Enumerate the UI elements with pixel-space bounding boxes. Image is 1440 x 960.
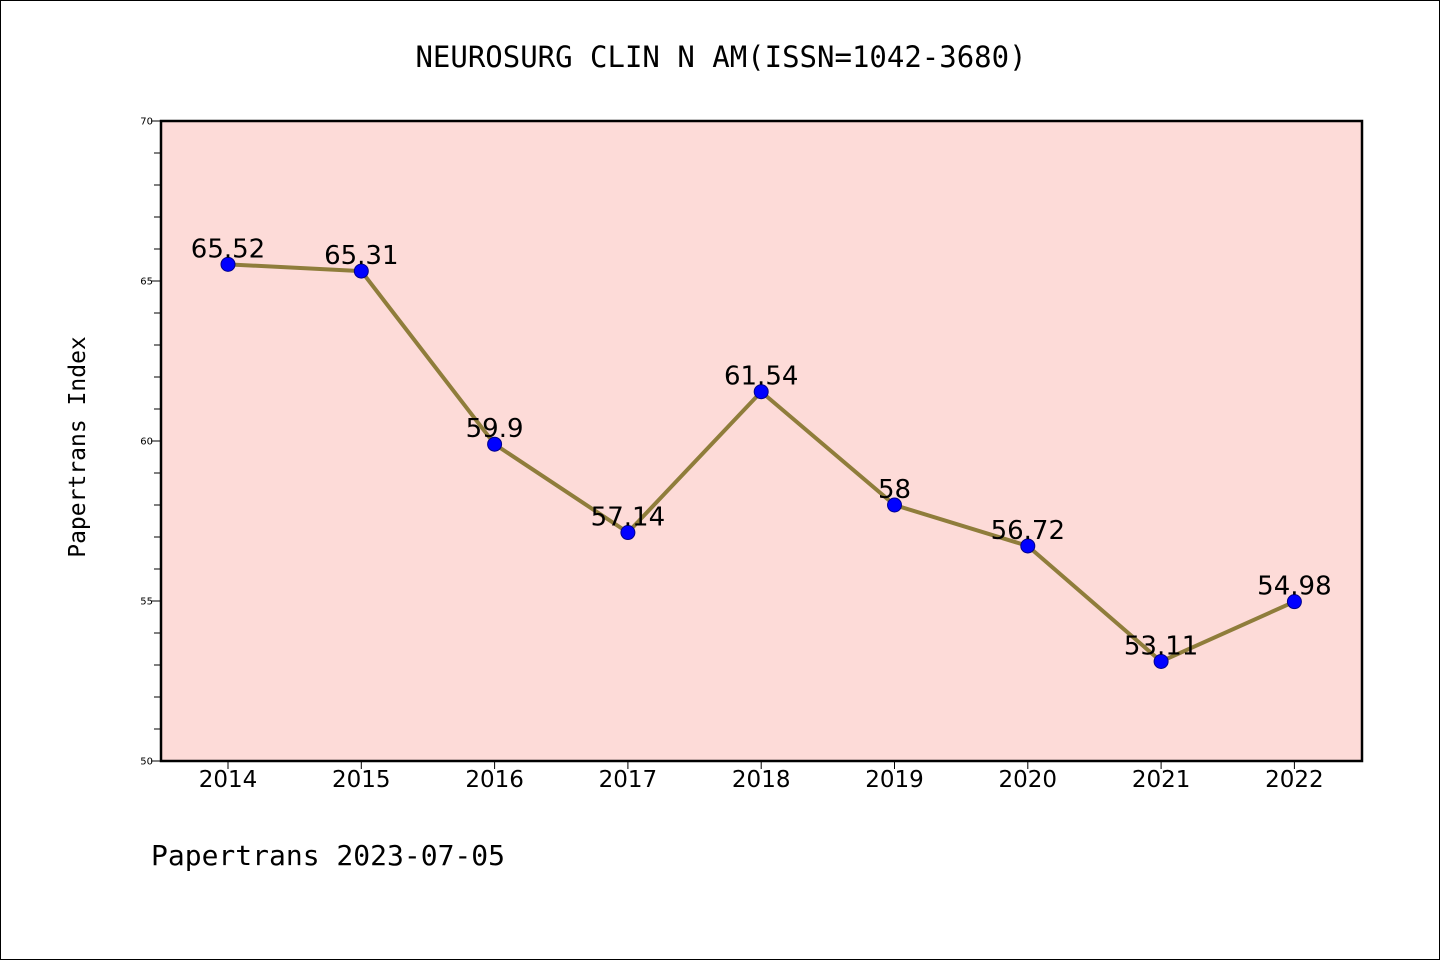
y-tick-label: 65 <box>140 277 153 288</box>
data-point <box>1020 538 1036 554</box>
x-tick-label: 2015 <box>332 767 391 793</box>
x-tick-label: 2017 <box>599 767 658 793</box>
data-point <box>353 263 369 279</box>
footer-date: Papertrans 2023-07-05 <box>151 839 505 872</box>
data-label: 58 <box>878 475 911 505</box>
x-tick-label: 2021 <box>1132 767 1191 793</box>
data-point <box>487 436 503 452</box>
chart-title: NEUROSURG CLIN N AM(ISSN=1042-3680) <box>415 40 1026 74</box>
data-label: 57.14 <box>591 503 665 533</box>
plot-frame <box>159 119 1364 763</box>
x-axis: 2014 2015 2016 2017 2018 2019 2020 2021 2022 <box>199 761 1324 793</box>
data-label: 56.72 <box>991 516 1065 546</box>
y-tick-label: 55 <box>140 597 153 608</box>
data-point <box>1286 594 1302 610</box>
data-label: 65.31 <box>324 241 398 271</box>
x-tick-label: 2020 <box>999 767 1058 793</box>
x-tick-label: 2016 <box>465 767 524 793</box>
y-axis-label: Papertrans Index <box>65 336 91 558</box>
data-label: 54.98 <box>1257 572 1331 602</box>
series-layer <box>220 256 1302 669</box>
data-point <box>1153 653 1169 669</box>
data-label-layer: 65.52 65.31 59.9 57.14 61.54 58 56.72 53.11 54.9… <box>191 234 1332 661</box>
y-axis: 50 55 60 65 70 <box>140 117 161 768</box>
data-point <box>620 525 636 541</box>
data-label: 59.9 <box>466 414 524 444</box>
x-tick-label: 2018 <box>732 767 791 793</box>
x-tick-label: 2014 <box>199 767 258 793</box>
data-label: 53.11 <box>1124 631 1198 661</box>
data-point <box>220 256 236 272</box>
plot-area <box>161 121 1362 761</box>
x-tick-label: 2022 <box>1265 767 1324 793</box>
data-label: 65.52 <box>191 234 265 264</box>
data-point <box>753 384 769 400</box>
y-tick-label: 70 <box>140 117 153 128</box>
y-tick-label: 50 <box>140 757 153 768</box>
y-tick-label: 60 <box>140 437 153 448</box>
x-tick-label: 2019 <box>865 767 924 793</box>
data-label: 61.54 <box>724 362 798 392</box>
data-point <box>887 497 902 513</box>
